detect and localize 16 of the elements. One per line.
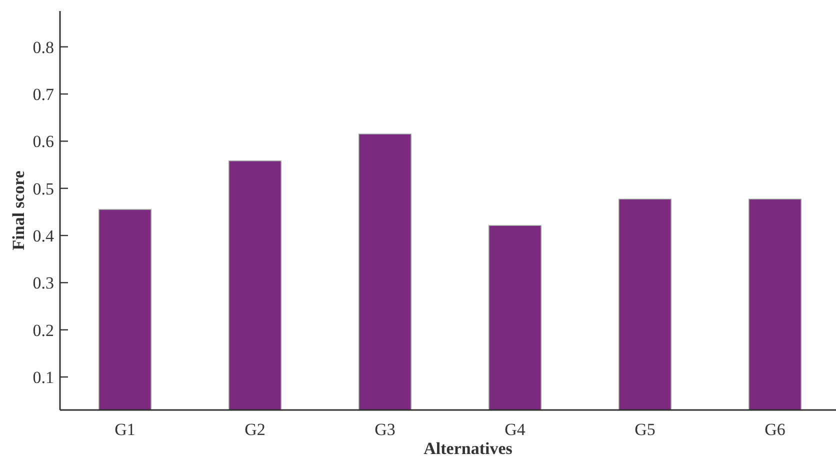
x-tick-label: G1 [114,420,136,439]
y-tick-label: 0.6 [32,132,54,152]
y-tick-label: 0.4 [32,226,54,246]
y-axis-title: Final score [9,170,28,250]
x-tick-label: G5 [634,420,656,439]
x-tick-label: G6 [764,420,786,439]
x-tick-label: G4 [504,420,526,439]
x-tick-label: G2 [244,420,266,439]
y-tick-label: 0.8 [32,38,54,57]
y-tick-label: 0.3 [32,274,54,293]
x-axis-title: Alternatives [424,439,513,458]
y-tick-label: 0.1 [32,368,54,387]
y-tick-label: 0.5 [32,179,54,198]
y-tick-label: 0.7 [32,84,54,104]
x-tick-label: G3 [374,420,396,439]
y-tick-label: 0.2 [32,320,54,340]
